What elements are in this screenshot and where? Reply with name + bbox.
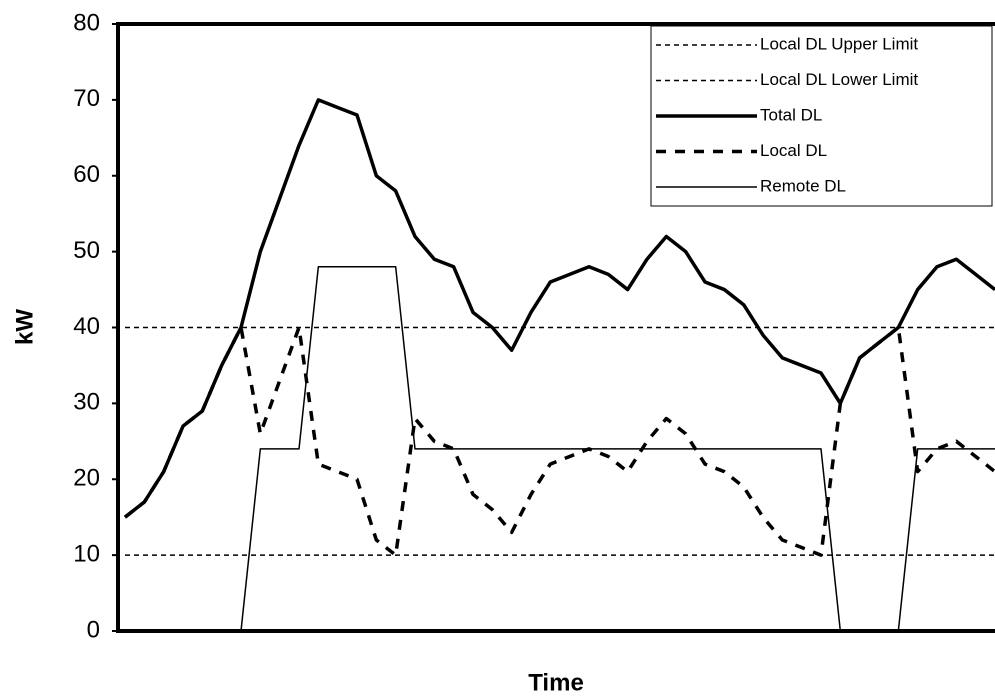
y-tick-label: 20: [73, 465, 100, 492]
y-tick-label: 50: [73, 237, 100, 264]
plot-frame: [116, 22, 995, 633]
series-line: [123, 98, 995, 519]
y-tick-label: 40: [73, 313, 100, 340]
y-axis-label: kW: [11, 309, 38, 345]
y-tick-label: 80: [73, 9, 100, 36]
y-tick-label: 60: [73, 161, 100, 188]
y-tick-label: 0: [87, 616, 100, 643]
y-tick-label: 10: [73, 540, 100, 567]
series-line: [123, 325, 995, 557]
y-tick-label: 70: [73, 85, 100, 112]
y-tick-label: 30: [73, 389, 100, 416]
legend-label: Remote DL: [760, 176, 846, 195]
legend-label: Total DL: [760, 105, 822, 124]
legend-label: Local DL: [760, 141, 827, 160]
legend-label: Local DL Upper Limit: [760, 34, 918, 53]
x-axis-label: Time: [528, 669, 584, 696]
legend-label: Local DL Lower Limit: [760, 70, 918, 89]
series-line: [125, 266, 995, 632]
